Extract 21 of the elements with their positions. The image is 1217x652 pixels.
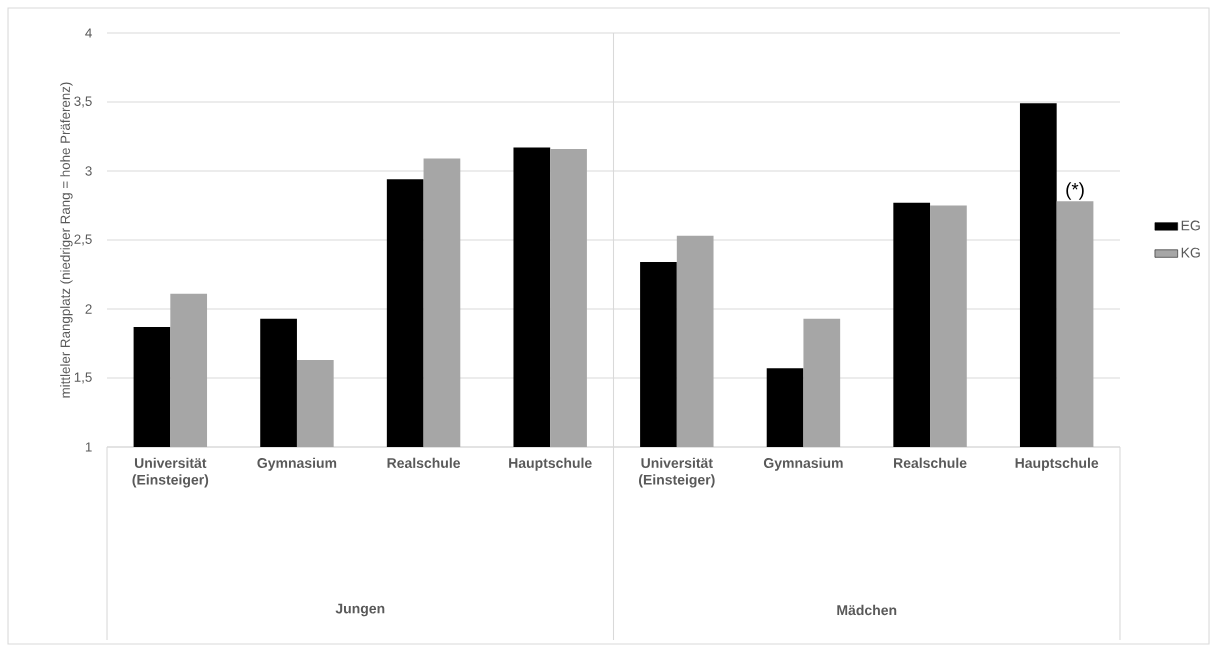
annotation: (*) (1066, 182, 1084, 200)
legend-label: EG (1181, 220, 1200, 231)
text: Jungen (335, 603, 385, 617)
legend-label: KG (1181, 247, 1200, 258)
x-tick-label: Universität (Einsteiger) (639, 457, 715, 488)
y-tick-label: 3 (85, 166, 92, 176)
x-tick-label: Gymnasium (763, 457, 843, 471)
x-tick-label: Hauptschule (509, 457, 592, 471)
x-tick-label: Hauptschule (1015, 457, 1099, 471)
text: Mädchen (837, 604, 897, 616)
y-tick-label: 1,5 (74, 372, 92, 384)
x-tick-label: Realschule (894, 457, 967, 468)
x-tick-label: Gymnasium (257, 457, 337, 471)
y-tick-label: 2,5 (74, 234, 92, 246)
y-axis-title: mittleler Rangplatz (niedriger Rang = hohe Präferenz) (60, 82, 73, 398)
y-tick-label: 4 (85, 28, 92, 38)
x-tick-label: Realschule (387, 457, 461, 468)
y-tick-label: 2 (85, 304, 92, 314)
x-tick-label: Universität (Einsteiger) (132, 457, 209, 488)
y-tick-label: 1 (85, 442, 92, 452)
y-tick-label: 3,5 (74, 96, 92, 108)
